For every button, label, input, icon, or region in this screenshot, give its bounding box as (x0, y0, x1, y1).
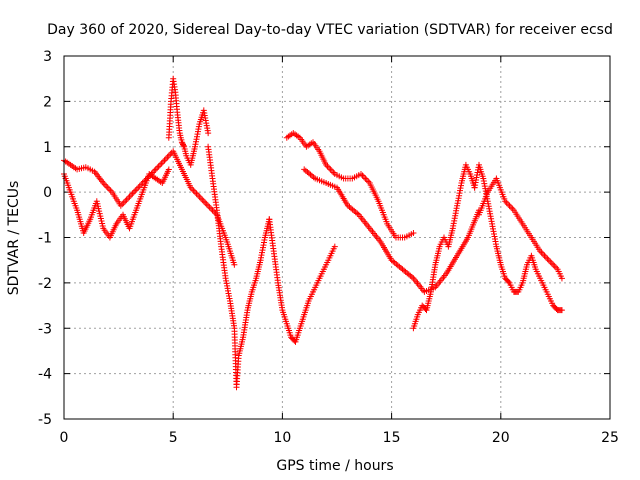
data-point-marker (205, 130, 212, 137)
data-point-marker (123, 196, 130, 203)
y-tick-label: -1 (38, 231, 52, 247)
data-point-marker (164, 154, 171, 161)
data-point-marker (196, 193, 203, 200)
y-tick-label: -2 (38, 276, 52, 292)
tick-labels: 0 5 10 15 20 25 -5 -4 -3 -2 -1 0 1 2 3 (38, 49, 619, 446)
data-point-marker (545, 257, 552, 264)
data-point-marker (331, 243, 338, 250)
data-point-marker (158, 160, 165, 167)
x-tick-label: 15 (383, 430, 401, 446)
data-point-marker (547, 258, 554, 265)
data-point-marker (544, 255, 551, 262)
data-point-marker (359, 172, 366, 179)
data-point-marker (551, 263, 558, 270)
data-point-marker (106, 186, 113, 193)
data-point-marker (202, 199, 209, 206)
data-point-marker (200, 198, 207, 205)
x-tick-label: 0 (60, 430, 69, 446)
data-point-marker (208, 205, 215, 212)
data-point-marker (103, 183, 110, 190)
data-point-marker (136, 183, 143, 190)
y-tick-label: -4 (38, 367, 52, 383)
chart-title: Day 360 of 2020, Sidereal Day-to-day VTE… (47, 22, 613, 38)
data-point-marker (129, 190, 136, 197)
x-tick-label: 5 (169, 430, 178, 446)
y-tick-label: -3 (38, 321, 52, 337)
y-axis-title: SDTVAR / TECUs (6, 181, 22, 296)
data-point-marker (133, 186, 140, 193)
series-track-e (266, 216, 338, 345)
x-tick-label: 25 (601, 430, 619, 446)
data-point-marker (558, 275, 565, 282)
data-point-marker (126, 193, 133, 200)
data-point-marker (199, 196, 206, 203)
data-point-marker (104, 184, 111, 191)
data-point-marker (542, 254, 549, 261)
y-tick-label: 0 (43, 185, 52, 201)
data-point-marker (558, 307, 565, 314)
data-point-marker (190, 187, 197, 194)
data-point-marker (541, 252, 548, 259)
data-point-marker (550, 261, 557, 268)
series-track-i (471, 161, 565, 314)
data-point-marker (154, 164, 161, 171)
plot-frame (63, 55, 611, 420)
data-point-marker (553, 264, 560, 271)
data-point-marker (192, 189, 198, 196)
data-point-marker (538, 249, 545, 256)
y-tick-label: 3 (43, 49, 52, 65)
data-point-marker (120, 199, 127, 206)
data-point-marker (195, 192, 201, 199)
x-tick-label: 20 (492, 430, 510, 446)
data-point-marker (107, 187, 114, 194)
y-tick-label: -5 (38, 412, 52, 428)
data-point-marker (157, 161, 164, 168)
series-track-b (61, 166, 172, 241)
series-track-c (165, 75, 212, 168)
data-point-marker (162, 155, 169, 162)
data-point-marker (155, 163, 162, 170)
data-point-marker (122, 198, 129, 205)
data-point-marker (326, 164, 332, 171)
series-track-h (410, 161, 478, 332)
x-axis-title: GPS time / hours (276, 458, 393, 474)
series-track-d (205, 143, 273, 391)
series-track-j (476, 175, 565, 282)
x-tick-label: 10 (273, 430, 291, 446)
data-point-marker (203, 201, 210, 208)
y-tick-label: 2 (43, 94, 52, 110)
series-track-f (283, 130, 417, 241)
data-point-marker (132, 187, 139, 194)
data-point-marker (231, 261, 238, 268)
data-point-marker (362, 175, 369, 182)
data-point-marker (410, 229, 417, 236)
data-point-marker (193, 190, 200, 197)
data-point-marker (509, 205, 516, 212)
data-point-marker (548, 260, 555, 267)
data-point-marker (505, 278, 512, 285)
data-point-marker (505, 201, 512, 208)
data-point-marker (130, 189, 137, 196)
y-tick-label: 1 (43, 140, 52, 156)
data-point-marker (197, 195, 204, 202)
data-point-marker (327, 166, 334, 173)
data-point-marker (363, 177, 370, 183)
data-point-marker (125, 195, 132, 202)
data-point-marker (128, 192, 134, 199)
data-point-marker (165, 152, 172, 159)
data-point-marker (152, 166, 159, 173)
grid (64, 56, 610, 419)
data-points (61, 75, 565, 391)
data-point-marker (167, 151, 174, 158)
data-point-marker (160, 158, 166, 165)
data-point-marker (161, 157, 168, 164)
data-point-marker (165, 166, 172, 173)
